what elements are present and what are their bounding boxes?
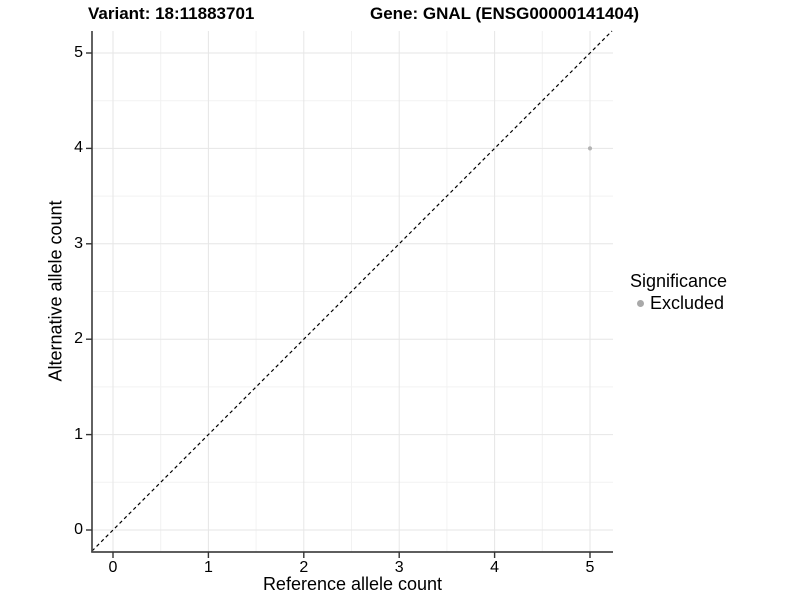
y-axis-title: Alternative allele count <box>45 200 66 382</box>
y-tick-label: 3 <box>74 234 83 252</box>
y-tick-label: 0 <box>74 521 83 538</box>
y-tick-label: 2 <box>74 330 83 348</box>
x-tick-label: 0 <box>108 559 118 576</box>
x-tick-label: 1 <box>203 559 213 576</box>
x-axis-title: Reference allele count <box>262 574 443 594</box>
x-tick-label: 5 <box>585 559 595 576</box>
legend: Significance Excluded <box>630 271 727 313</box>
legend-item-label: Excluded <box>650 293 725 313</box>
x-tick-label: 3 <box>394 559 404 576</box>
data-point <box>587 146 593 151</box>
legend-item-excluded: Excluded <box>630 293 727 313</box>
y-tick-label: 1 <box>74 425 83 443</box>
legend-key-dot <box>637 299 644 307</box>
y-tick-label: 5 <box>74 44 83 61</box>
plot-title-variant: Variant: 18:11883701 <box>88 4 255 23</box>
legend-title: Significance <box>630 271 728 291</box>
identity-dashed-line <box>91 30 613 552</box>
plot-title-gene: Gene: GNAL (ENSG00000141404) <box>370 4 639 23</box>
x-tick-label: 4 <box>490 559 500 576</box>
x-tick-label: 2 <box>299 559 309 576</box>
y-tick-label: 4 <box>74 139 83 157</box>
